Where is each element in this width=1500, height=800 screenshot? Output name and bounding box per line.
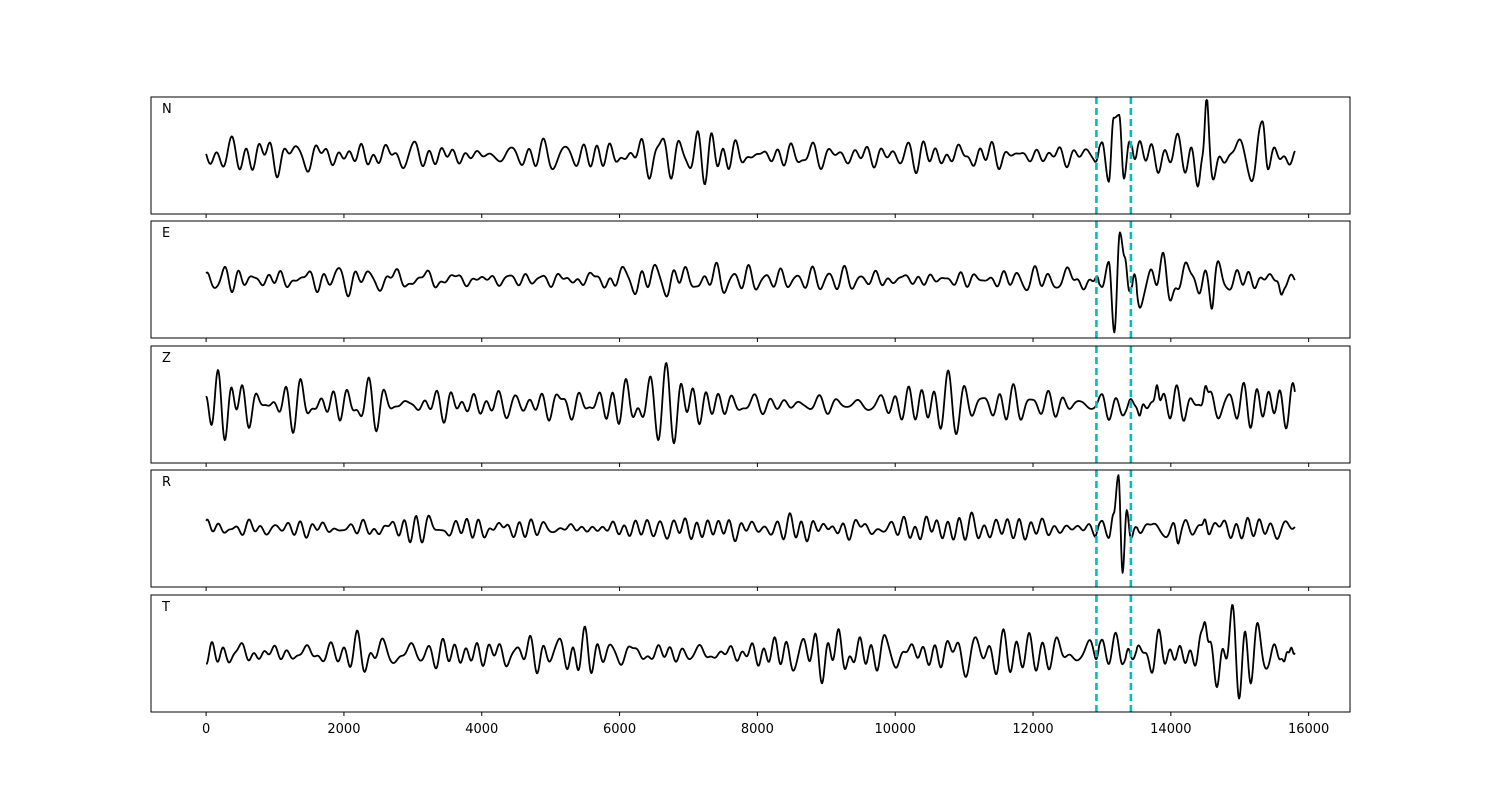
panel-label: R bbox=[162, 475, 171, 490]
panel-frame bbox=[150, 469, 1351, 588]
x-tick-label: 8000 bbox=[741, 722, 774, 737]
x-tick-label: 4000 bbox=[465, 722, 498, 737]
trace-r bbox=[205, 474, 1296, 574]
panel-label: N bbox=[162, 102, 172, 117]
x-tick-label: 10000 bbox=[875, 722, 916, 737]
x-tick-label: 14000 bbox=[1150, 722, 1191, 737]
x-tick-label: 0 bbox=[202, 722, 210, 737]
x-tick-label: 12000 bbox=[1012, 722, 1053, 737]
panel-frame bbox=[150, 96, 1351, 215]
panel-t: T bbox=[150, 594, 1351, 716]
panel-z: Z bbox=[150, 345, 1351, 467]
panel-e: E bbox=[150, 220, 1351, 342]
panel-frame bbox=[150, 345, 1351, 464]
panel-r: R bbox=[150, 469, 1351, 591]
trace-n bbox=[205, 99, 1296, 188]
panel-label: E bbox=[162, 226, 170, 241]
trace-t bbox=[205, 604, 1296, 700]
panel-n: N bbox=[150, 96, 1351, 218]
panel-frame bbox=[150, 220, 1351, 339]
x-tick-label: 2000 bbox=[327, 722, 360, 737]
trace-z bbox=[205, 362, 1296, 445]
panel-frame bbox=[150, 594, 1351, 713]
trace-e bbox=[205, 231, 1296, 334]
x-tick-label: 6000 bbox=[603, 722, 636, 737]
panel-label: T bbox=[161, 600, 170, 615]
panel-label: Z bbox=[162, 351, 171, 366]
x-tick-label: 16000 bbox=[1288, 722, 1329, 737]
